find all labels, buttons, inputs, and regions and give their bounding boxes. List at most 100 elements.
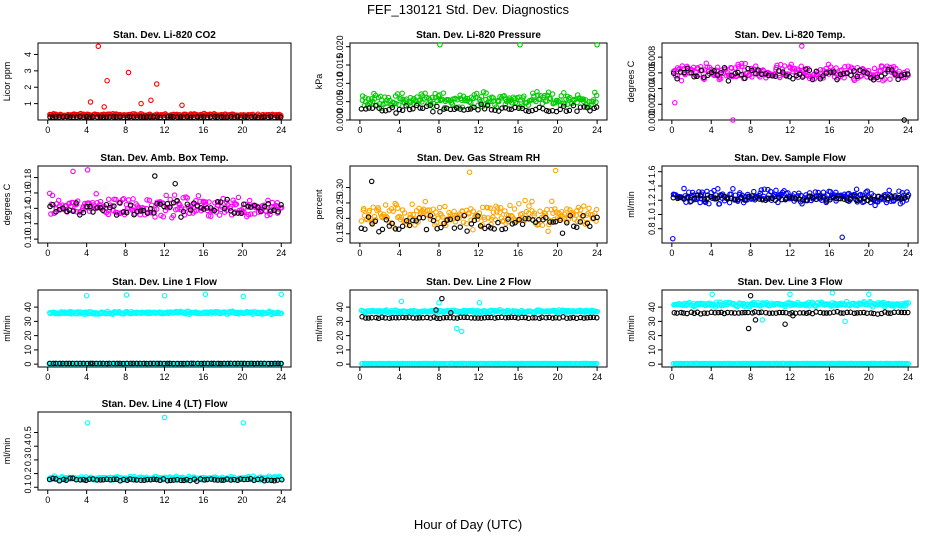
data-point [495, 314, 501, 321]
data-point [691, 195, 698, 201]
panel-title: Stan. Dev. Li-820 CO2 [113, 30, 216, 41]
data-point [496, 98, 502, 105]
data-point [567, 94, 573, 101]
data-point [49, 192, 56, 199]
data-point [50, 360, 57, 367]
data-point [174, 360, 181, 367]
data-point [390, 208, 396, 214]
data-point [570, 102, 577, 109]
data-point [278, 114, 284, 120]
data-point [50, 201, 56, 208]
data-point [691, 310, 698, 317]
y-axis-label: kPa [314, 74, 324, 90]
data-point [728, 65, 735, 71]
data-point [157, 477, 163, 484]
data-point [221, 114, 227, 120]
x-tick-label: 24 [592, 372, 602, 382]
data-point [237, 476, 244, 482]
data-point [363, 309, 369, 316]
data-point [437, 315, 443, 322]
data-point [105, 211, 112, 218]
data-point [570, 223, 577, 230]
data-point [177, 114, 184, 120]
data-point [389, 104, 396, 111]
x-tick-label: 0 [669, 248, 674, 258]
y-tick-label: 4 [23, 52, 33, 57]
y-tick-label: 0.004 [647, 77, 657, 100]
data-point [829, 300, 835, 306]
data-point [208, 213, 214, 219]
data-point [70, 114, 76, 120]
data-point [248, 211, 254, 217]
data-point [461, 314, 467, 321]
y-tick-label: 0.25 [335, 194, 345, 212]
x-tick-label: 4 [397, 248, 402, 258]
y-tick-label: 1.2 [647, 194, 657, 207]
data-point [449, 101, 456, 107]
data-point [511, 206, 518, 212]
x-tick-label: 20 [237, 248, 247, 258]
data-point [94, 114, 100, 120]
data-point [190, 309, 196, 316]
x-tick-label: 0 [45, 248, 50, 258]
data-point [512, 314, 518, 321]
data-point [454, 325, 460, 332]
data-point [409, 201, 415, 208]
data-point [84, 167, 91, 173]
data-point [752, 63, 759, 69]
data-point [547, 96, 554, 102]
x-tick-label: 24 [592, 248, 602, 258]
data-point [560, 103, 567, 109]
x-tick-label: 12 [473, 125, 483, 135]
data-point [502, 101, 509, 108]
data-point [427, 212, 434, 219]
data-point [123, 209, 130, 216]
data-point [677, 69, 684, 75]
data-point [769, 73, 776, 79]
data-point [66, 360, 73, 367]
data-point [803, 197, 810, 203]
data-point [231, 476, 237, 483]
data-point [374, 207, 380, 214]
data-point [581, 315, 587, 321]
data-point [83, 292, 90, 299]
data-point [273, 202, 279, 209]
data-point [765, 195, 772, 201]
data-point [124, 360, 130, 367]
x-tick-label: 0 [45, 372, 50, 382]
data-point [584, 315, 590, 321]
y-tick-label: 30 [23, 316, 33, 326]
data-point [711, 68, 717, 74]
data-point [870, 77, 877, 83]
data-point [368, 95, 375, 102]
data-point [395, 205, 401, 211]
data-point [732, 70, 739, 77]
data-point [521, 93, 527, 99]
data-point [110, 114, 117, 120]
data-point [93, 191, 99, 197]
data-point [393, 110, 399, 116]
data-point [435, 215, 441, 222]
y-tick-label: 0.020 [335, 35, 345, 58]
y-tick-label: 0.16 [23, 184, 33, 202]
data-point [487, 205, 493, 211]
x-tick-label: 16 [513, 125, 523, 135]
data-point [201, 114, 207, 120]
data-point [806, 309, 812, 316]
data-point [806, 67, 813, 73]
data-point [565, 96, 572, 102]
chart-panel-5: Stan. Dev. Gas Stream RH percent 0 4 8 12 16 20… [314, 153, 608, 258]
data-point [718, 70, 724, 76]
plot-frame [349, 289, 608, 368]
data-point [681, 185, 687, 192]
data-point [167, 114, 174, 120]
y-tick-label: 0.30 [335, 179, 345, 197]
data-point [448, 310, 454, 316]
data-point [878, 194, 885, 201]
data-point [477, 98, 483, 105]
data-point [358, 218, 365, 224]
data-point [519, 221, 526, 228]
x-tick-label: 4 [709, 125, 714, 135]
data-point [261, 477, 268, 484]
data-point [149, 202, 155, 208]
